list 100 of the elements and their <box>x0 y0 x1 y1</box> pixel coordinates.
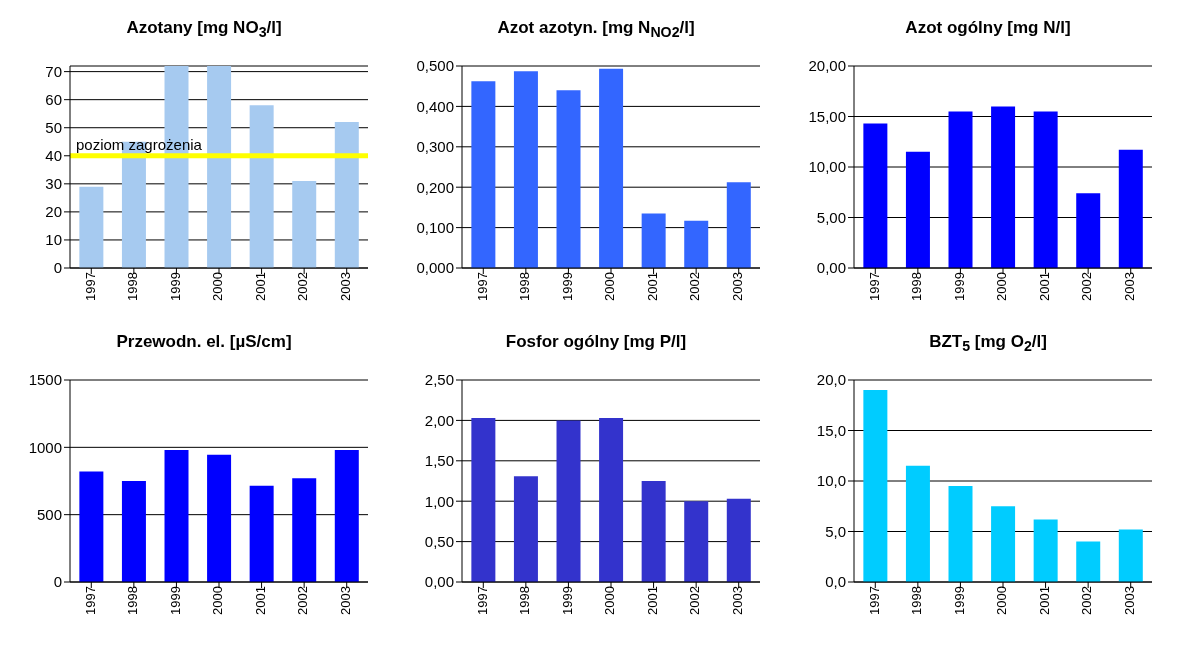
bar <box>471 417 496 582</box>
x-tick-label: 2000 <box>602 586 618 615</box>
chart-title: Fosfor ogólny [mg P/l] <box>504 331 688 353</box>
y-tick-label: 2,50 <box>424 371 454 389</box>
bar <box>1076 541 1101 582</box>
x-tick-label: 2003 <box>1121 272 1137 301</box>
x-tick-label: 2000 <box>994 272 1010 301</box>
x-tick-label: 1998 <box>125 272 141 301</box>
x-tick-label: 2002 <box>295 586 311 615</box>
x-tick-label: 1998 <box>517 272 533 301</box>
bar <box>249 105 274 268</box>
bar <box>121 481 146 582</box>
y-tick-label: 50 <box>45 119 62 137</box>
bar <box>991 506 1016 582</box>
x-tick-label: 1999 <box>167 272 183 301</box>
y-tick-label: 30 <box>45 175 62 193</box>
chart-title: Przewodn. el. [µS/cm] <box>115 331 293 353</box>
bar <box>863 123 888 268</box>
bar <box>513 71 538 268</box>
x-tick-label: 2000 <box>994 586 1010 615</box>
bar <box>948 111 973 268</box>
y-tick-label: 5,00 <box>816 208 846 226</box>
bar <box>684 501 709 582</box>
y-tick-label: 40 <box>45 147 62 165</box>
x-tick-label: 1999 <box>559 272 575 301</box>
y-tick-label: 0,000 <box>416 259 454 277</box>
chart-title: Azot ogólny [mg N/l] <box>904 17 1072 39</box>
x-tick-label: 2002 <box>687 586 703 615</box>
y-tick-label: 10 <box>45 231 62 249</box>
y-tick-label: 0,00 <box>816 259 846 277</box>
y-tick-label: 0 <box>53 573 62 591</box>
x-tick-label: 1997 <box>866 586 882 615</box>
y-tick-label: 0,0 <box>825 573 846 591</box>
bar <box>334 450 359 582</box>
bar <box>207 66 232 268</box>
x-tick-label: 2001 <box>644 586 660 615</box>
y-tick-label: 0 <box>53 259 62 277</box>
x-tick-label: 2003 <box>729 272 745 301</box>
bar <box>1076 193 1101 268</box>
ref-line-label: poziom zagrożenia <box>76 135 203 153</box>
x-tick-label: 1997 <box>474 586 490 615</box>
x-tick-label: 2002 <box>1079 272 1095 301</box>
x-tick-label: 2001 <box>1036 272 1052 301</box>
y-tick-label: 1,00 <box>424 492 454 510</box>
x-tick-label: 1997 <box>474 272 490 301</box>
y-tick-label: 0,500 <box>416 57 454 75</box>
bar <box>556 90 581 268</box>
x-tick-label: 1998 <box>517 586 533 615</box>
x-tick-label: 2001 <box>644 272 660 301</box>
bar <box>726 498 751 582</box>
bar <box>641 213 666 268</box>
y-tick-label: 10,0 <box>816 472 846 490</box>
chart-title: Azot azotyn. [mg N$_{NO2}$/l] <box>496 17 696 43</box>
bar <box>905 465 930 582</box>
y-tick-label: 0,300 <box>416 138 454 156</box>
x-tick-label: 2003 <box>1121 586 1137 615</box>
x-tick-label: 2003 <box>337 586 353 615</box>
x-tick-label: 1999 <box>951 272 967 301</box>
bar <box>292 181 317 268</box>
y-tick-label: 1500 <box>28 371 62 389</box>
y-tick-label: 1,50 <box>424 452 454 470</box>
x-tick-label: 1997 <box>82 272 98 301</box>
y-tick-label: 5,0 <box>825 522 846 540</box>
bar <box>726 182 751 268</box>
bar <box>513 476 538 582</box>
y-tick-label: 10,00 <box>808 158 846 176</box>
y-tick-label: 15,0 <box>816 421 846 439</box>
bar <box>471 81 496 268</box>
bar <box>556 420 581 582</box>
y-tick-label: 20 <box>45 203 62 221</box>
y-tick-label: 70 <box>45 62 62 80</box>
bar <box>207 454 232 582</box>
x-tick-label: 1999 <box>559 586 575 615</box>
bar <box>684 220 709 268</box>
x-tick-label: 1997 <box>82 586 98 615</box>
x-tick-label: 2002 <box>1079 586 1095 615</box>
bar <box>249 485 274 582</box>
y-tick-label: 0,400 <box>416 97 454 115</box>
bar <box>1118 529 1143 582</box>
x-tick-label: 2001 <box>252 272 268 301</box>
bar <box>1118 149 1143 268</box>
y-tick-label: 1000 <box>28 438 62 456</box>
chart-title: Azotany [mg NO$_{3}$/l] <box>125 17 283 43</box>
x-tick-label: 2001 <box>252 586 268 615</box>
bar <box>164 450 189 582</box>
chart-title: BZT$_{5}$ [mg O$_{2}$/l] <box>928 331 1048 357</box>
x-tick-label: 2003 <box>729 586 745 615</box>
y-tick-label: 60 <box>45 90 62 108</box>
x-tick-label: 2000 <box>602 272 618 301</box>
bar <box>599 68 624 268</box>
x-tick-label: 1999 <box>167 586 183 615</box>
x-tick-label: 1998 <box>909 586 925 615</box>
bar <box>79 186 104 268</box>
bar <box>334 122 359 268</box>
y-tick-label: 0,200 <box>416 178 454 196</box>
y-tick-label: 20,0 <box>816 371 846 389</box>
y-tick-label: 2,00 <box>424 411 454 429</box>
bar <box>905 151 930 268</box>
bar <box>991 106 1016 268</box>
x-tick-label: 1999 <box>951 586 967 615</box>
